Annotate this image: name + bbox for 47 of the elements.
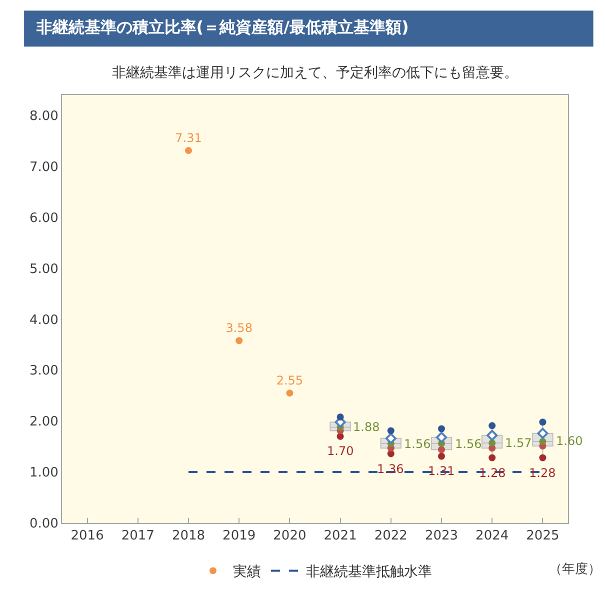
annotation: 1.28: [529, 466, 556, 480]
x-tick-label: 2016: [70, 528, 104, 544]
point: [539, 438, 546, 445]
y-tick-label: 2.00: [29, 414, 58, 430]
x-tick-label: 2024: [476, 528, 509, 544]
chart-subtitle: 非継続基準は運用リスクに加えて、予定利率の低下にも留意要。: [112, 65, 518, 81]
annotation: 1.31: [428, 464, 455, 478]
x-tick-label: 2020: [273, 528, 306, 544]
annotation: 1.28: [479, 466, 506, 480]
annotation: 1.36: [377, 462, 404, 476]
y-tick-label: 6.00: [29, 210, 58, 226]
x-tick-label: 2018: [172, 528, 206, 544]
data-label: 3.58: [226, 321, 252, 336]
point: [539, 454, 546, 462]
y-tick-label: 1.00: [29, 466, 58, 481]
point: [336, 414, 344, 421]
y-tick-label: 3.00: [29, 364, 58, 379]
x-tick-label: 2017: [121, 528, 154, 544]
y-tick-label: 8.00: [29, 108, 58, 124]
y-tick-label: 7.00: [29, 160, 58, 175]
x-tick-label: 2019: [222, 528, 256, 544]
chart-title: 非継続基準の積立比率(＝純資産額/最低積立基準額): [35, 18, 409, 37]
annotation: 1.56: [404, 437, 431, 451]
point: [387, 427, 394, 434]
y-tick-label: 4.00: [29, 312, 58, 328]
point: [286, 390, 294, 397]
data-label: 2.55: [276, 374, 304, 388]
point: [537, 428, 548, 439]
annotation: 1.88: [353, 420, 380, 434]
point: [236, 337, 243, 344]
annotation: 1.70: [327, 444, 354, 458]
annotation: 1.60: [556, 434, 583, 448]
y-tick-label: 5.00: [29, 262, 58, 277]
x-tick-label: 2021: [324, 528, 357, 544]
point: [539, 418, 546, 426]
x-tick-label: 2023: [424, 528, 458, 544]
x-axis-title: （年度）: [549, 561, 601, 577]
legend-label: 実績: [233, 564, 261, 580]
x-tick-label: 2022: [374, 528, 408, 544]
annotation: 1.56: [455, 437, 482, 451]
annotation: 1.57: [505, 436, 532, 450]
point: [385, 432, 396, 444]
legend-label: 非継続基準抵触水準: [306, 564, 432, 580]
y-tick-label: 0.00: [29, 516, 58, 532]
data-label: 7.31: [175, 131, 202, 146]
point: [185, 147, 192, 154]
x-tick-label: 2025: [526, 528, 560, 544]
